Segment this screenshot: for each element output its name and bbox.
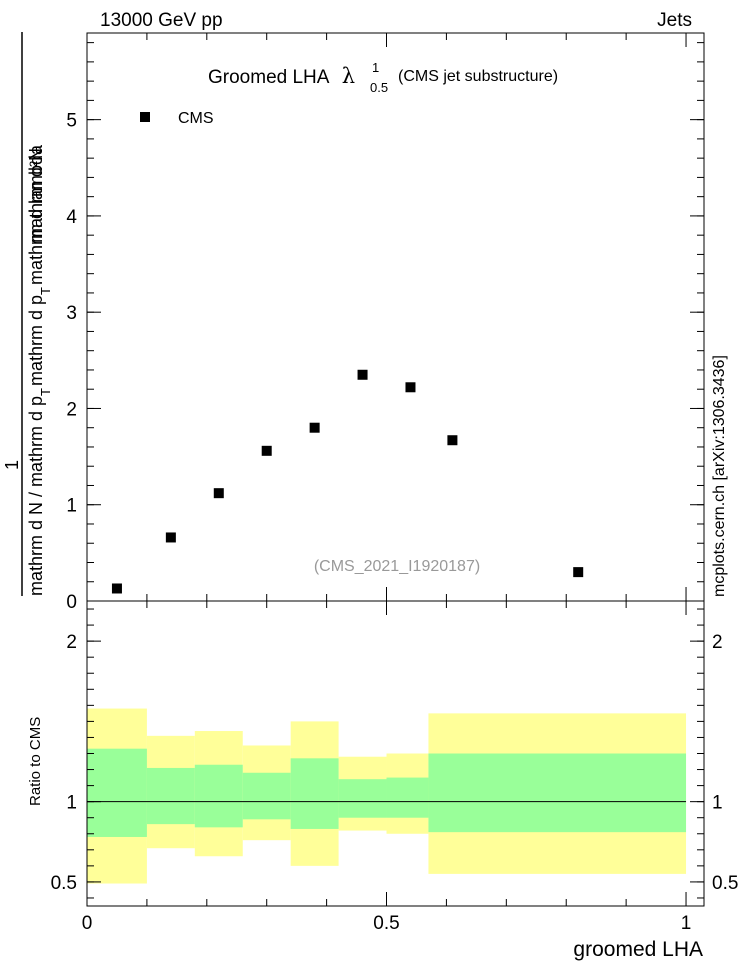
data-point bbox=[261, 445, 272, 456]
uncertainty-band-inner bbox=[428, 753, 687, 833]
main-ytick-label: 3 bbox=[66, 303, 77, 324]
data-point bbox=[405, 382, 416, 393]
main-y-ticks: 0 1 2 3 4 5 bbox=[66, 33, 704, 613]
x-axis-label: groomed LHA bbox=[573, 938, 703, 961]
data-point bbox=[165, 532, 176, 543]
ratio-ytick-label-right: 0.5 bbox=[712, 873, 738, 894]
ratio-x-ticks: 0 0.5 1 bbox=[82, 601, 692, 934]
uncertainty-band-inner bbox=[290, 758, 339, 829]
xtick-label: 0 bbox=[82, 913, 93, 934]
data-point bbox=[111, 583, 122, 594]
plot-title: Groomed LHA λ bbox=[208, 64, 355, 88]
title-suffix: (CMS jet substructure) bbox=[398, 68, 558, 85]
ratio-panel: 0.5 0.51 12 2 0 0.5 1 bbox=[51, 600, 738, 934]
ylabel-numerator: mathrm d²N bbox=[26, 148, 46, 243]
side-source-label: mcplots.cern.ch [arXiv:1306.3436] bbox=[711, 355, 728, 597]
ratio-y-ticks: 0.5 0.5 1 1 2 2 bbox=[51, 608, 738, 899]
ratio-ytick-label-right: 1 bbox=[712, 793, 723, 814]
legend-label-cms: CMS bbox=[178, 110, 214, 127]
ylabel-one: 1 bbox=[2, 460, 22, 470]
uncertainty-band-inner bbox=[87, 748, 147, 837]
uncertainty-band-inner bbox=[242, 772, 291, 820]
analysis-watermark: (CMS_2021_I1920187) bbox=[314, 558, 480, 575]
title-superscript: 1 bbox=[372, 60, 379, 75]
ratio-ytick-label: 0.5 bbox=[51, 873, 77, 894]
ratio-ytick-label-right: 2 bbox=[712, 632, 723, 653]
main-y-axis-label: 1 mathrm d²N mathrm d N / mathrm d pTmat… bbox=[2, 32, 53, 596]
uncertainty-band-inner bbox=[386, 777, 429, 818]
ylabel-denominator: mathrm d N / mathrm d pTmathrm d pTmathr… bbox=[26, 144, 53, 596]
main-panel: 0 1 2 3 4 5 Groomed LHA λ 1 0.5 (CMS jet subs… bbox=[66, 32, 705, 613]
ratio-bands bbox=[87, 708, 687, 884]
main-ytick-label: 5 bbox=[66, 111, 77, 132]
ratio-ytick-label: 1 bbox=[66, 793, 77, 814]
uncertainty-band-inner bbox=[194, 764, 243, 828]
xtick-label: 0.5 bbox=[373, 913, 399, 934]
data-point bbox=[357, 369, 368, 380]
data-point bbox=[309, 422, 320, 433]
legend-marker-cms bbox=[140, 112, 150, 122]
data-point bbox=[573, 567, 584, 578]
ratio-ytick-label: 2 bbox=[66, 632, 77, 653]
main-ytick-label: 4 bbox=[66, 207, 77, 228]
main-markers bbox=[111, 369, 584, 594]
title-subscript: 0.5 bbox=[370, 80, 388, 95]
main-ytick-label: 1 bbox=[66, 496, 77, 517]
uncertainty-band-inner bbox=[146, 767, 195, 825]
ratio-y-axis-label: Ratio to CMS bbox=[27, 717, 44, 806]
header-right: Jets bbox=[657, 10, 692, 31]
main-ytick-label: 0 bbox=[66, 592, 77, 613]
header-left: 13000 GeV pp bbox=[100, 10, 223, 31]
xtick-label: 1 bbox=[681, 913, 692, 934]
data-point bbox=[213, 488, 224, 499]
uncertainty-band-inner bbox=[338, 779, 387, 818]
main-ytick-label: 2 bbox=[66, 399, 77, 420]
data-point bbox=[447, 435, 458, 446]
